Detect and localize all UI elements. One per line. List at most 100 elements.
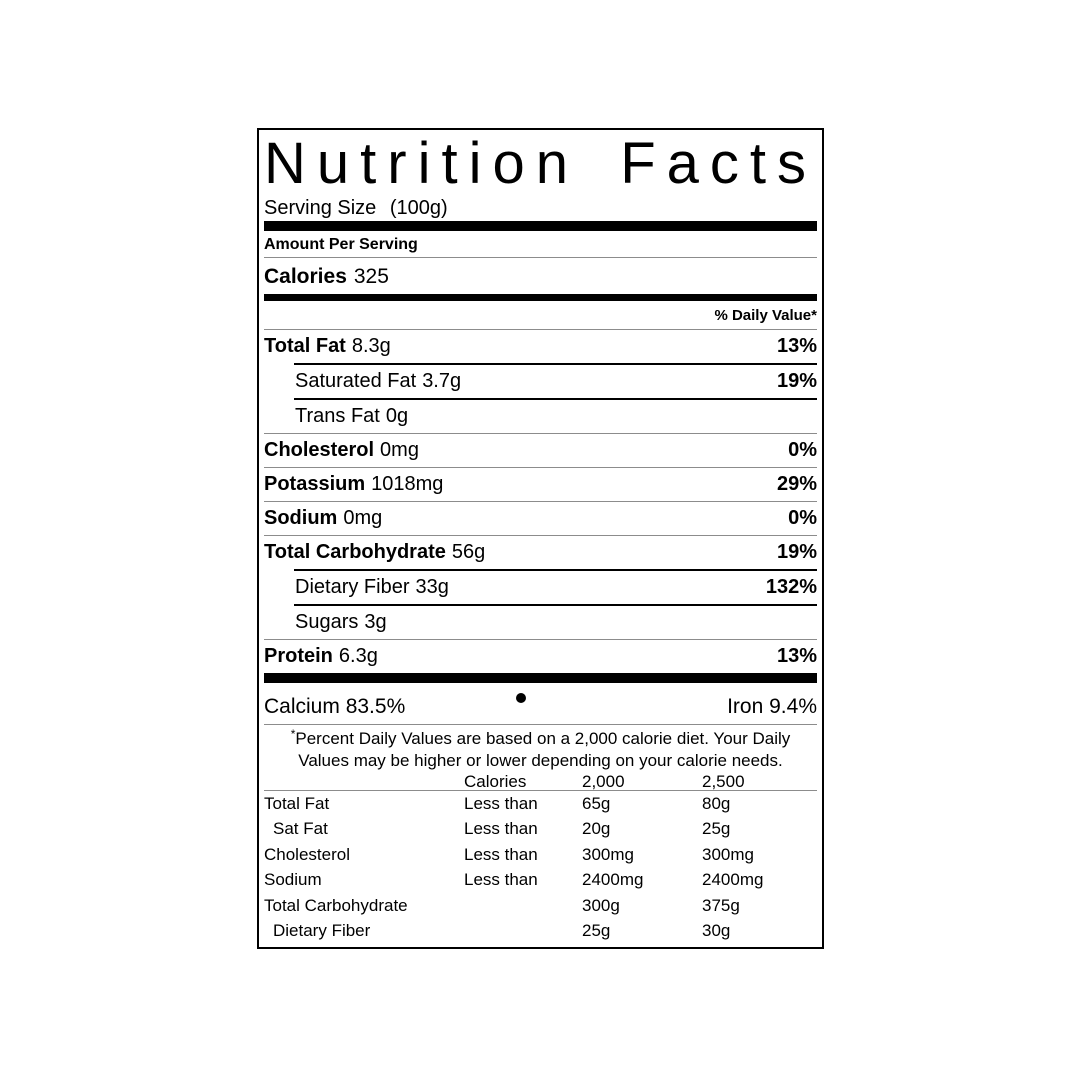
- divider-indented: [294, 604, 817, 606]
- nutrient-name: Potassium: [264, 473, 366, 495]
- calories-value: 325: [353, 265, 389, 288]
- table-cell: [464, 918, 582, 943]
- nutrient-row-dietary-fiber: Dietary Fiber 33g 132%: [264, 571, 817, 604]
- nutrient-row-potassium: Potassium 1018mg 29%: [264, 468, 817, 501]
- daily-value-reference-table: Calories 2,000 2,500 Total Fat Less than…: [264, 773, 817, 943]
- nutrient-amount: 6.3g: [338, 645, 378, 667]
- table-cell: 25g: [582, 920, 611, 940]
- nutrient-name: Dietary Fiber: [295, 576, 410, 598]
- nutrient-daily-value: 13%: [776, 335, 817, 357]
- nutrient-row-total-fat: Total Fat 8.3g 13%: [264, 330, 817, 363]
- divider: [264, 639, 817, 640]
- nutrient-amount: 0g: [385, 405, 409, 427]
- nutrient-amount: 8.3g: [351, 335, 391, 357]
- table-cell: Less than: [464, 819, 538, 839]
- divider: [264, 329, 817, 330]
- footnote-asterisk: *: [290, 727, 296, 741]
- divider: [264, 501, 817, 502]
- calories-label: Calories: [264, 265, 347, 288]
- nutrient-name: Total Carbohydrate: [264, 541, 446, 563]
- title-word-facts: Facts: [620, 131, 817, 196]
- nutrient-amount: 0mg: [343, 507, 383, 529]
- nutrient-amount: 0mg: [380, 439, 419, 461]
- iron-entry: Iron 9.4%: [727, 695, 817, 719]
- nutrient-daily-value: 29%: [776, 473, 817, 495]
- serving-size-row: Serving Size (100g): [264, 195, 817, 221]
- nutrition-facts-label: Nutrition Facts Serving Size (100g) Amou…: [257, 128, 824, 949]
- table-cell: 25g: [702, 819, 731, 839]
- divider: [264, 257, 817, 258]
- nutrient-name: Cholesterol: [264, 439, 375, 461]
- table-row-sat-fat: Sat Fat Less than 20g 25g: [264, 816, 817, 841]
- minerals-row: Calcium 83.5% Iron 9.4%: [264, 683, 817, 724]
- table-cell: 30g: [702, 920, 731, 940]
- table-row-sodium: Sodium Less than 2400mg 2400mg: [264, 867, 817, 892]
- table-cell: Sat Fat: [273, 819, 328, 839]
- table-row-total-carbohydrate: Total Carbohydrate 300g 375g: [264, 893, 817, 918]
- table-cell: 65g: [582, 794, 611, 813]
- nutrient-amount: 33g: [415, 576, 449, 598]
- daily-value-header: % Daily Value*: [714, 307, 817, 324]
- nutrient-row-sugars: Sugars 3g: [264, 606, 817, 639]
- header-cell: [264, 773, 464, 790]
- nutrient-row-total-carbohydrate: Total Carbohydrate 56g 19%: [264, 536, 817, 569]
- serving-size-value: (100g): [389, 197, 448, 219]
- divider-indented: [294, 363, 817, 365]
- calcium-value: 83.5%: [345, 695, 406, 718]
- nutrient-daily-value: 132%: [765, 576, 817, 598]
- footnote-text: Percent Daily Values are based on a 2,00…: [295, 729, 791, 770]
- nutrient-daily-value: 19%: [776, 370, 817, 392]
- nutrient-row-sodium: Sodium 0mg 0%: [264, 502, 817, 535]
- title-word-nutrition: Nutrition: [264, 131, 579, 196]
- serving-size-label: Serving Size: [264, 197, 377, 219]
- thick-divider-protein: [264, 673, 817, 683]
- table-cell: Less than: [464, 870, 538, 890]
- nutrient-name: Trans Fat: [295, 405, 380, 427]
- nutrient-name: Total Fat: [264, 335, 346, 357]
- table-cell: Total Carbohydrate: [264, 895, 408, 915]
- table-cell: 300mg: [702, 844, 754, 864]
- nutrient-amount: 56g: [451, 541, 486, 563]
- iron-value: 9.4%: [769, 695, 817, 718]
- table-row-dietary-fiber: Dietary Fiber 25g 30g: [264, 918, 817, 943]
- nutrient-name: Saturated Fat: [295, 370, 417, 392]
- table-cell: [464, 893, 582, 918]
- nutrient-daily-value: 13%: [776, 645, 817, 667]
- table-cell: Dietary Fiber: [273, 920, 371, 940]
- table-cell: 300g: [582, 895, 620, 915]
- nutrient-daily-value: 0%: [788, 439, 817, 461]
- table-cell: 80g: [702, 794, 731, 813]
- divider: [264, 433, 817, 434]
- nutrient-row-trans-fat: Trans Fat 0g: [264, 400, 817, 433]
- label-title: Nutrition Facts: [264, 135, 817, 193]
- table-cell: Sodium: [264, 870, 322, 890]
- nutrient-daily-value: 0%: [788, 507, 817, 529]
- calcium-entry: Calcium 83.5%: [264, 695, 405, 719]
- nutrient-daily-value: 19%: [776, 541, 817, 563]
- thick-divider-calories: [264, 294, 817, 301]
- divider: [264, 790, 817, 791]
- table-cell: 2400mg: [582, 870, 644, 890]
- table-header-row: Calories 2,000 2,500: [264, 773, 817, 790]
- divider-indented: [294, 569, 817, 571]
- divider: [264, 724, 817, 725]
- amount-per-serving: Amount Per Serving: [264, 236, 418, 253]
- daily-value-footnote: *Percent Daily Values are based on a 2,0…: [264, 725, 817, 771]
- table-cell: 20g: [582, 819, 611, 839]
- table-cell: 300mg: [582, 844, 634, 864]
- table-cell: Cholesterol: [264, 844, 350, 864]
- nutrient-amount: 1018mg: [371, 473, 444, 495]
- nutrient-row-protein: Protein 6.3g 13%: [264, 640, 817, 673]
- thick-divider-top: [264, 221, 817, 231]
- iron-label: Iron: [727, 695, 764, 718]
- nutrient-amount: 3g: [364, 611, 387, 633]
- nutrient-row-saturated-fat: Saturated Fat 3.7g 19%: [264, 365, 817, 398]
- nutrient-name: Sodium: [264, 507, 338, 529]
- nutrient-amount: 3.7g: [422, 370, 462, 392]
- table-cell: Less than: [464, 844, 538, 864]
- header-cell-2500: 2,500: [702, 772, 745, 791]
- calcium-label: Calcium: [264, 695, 340, 718]
- nutrient-name: Protein: [264, 645, 333, 667]
- table-cell: 375g: [702, 895, 740, 915]
- table-cell: Less than: [464, 794, 538, 813]
